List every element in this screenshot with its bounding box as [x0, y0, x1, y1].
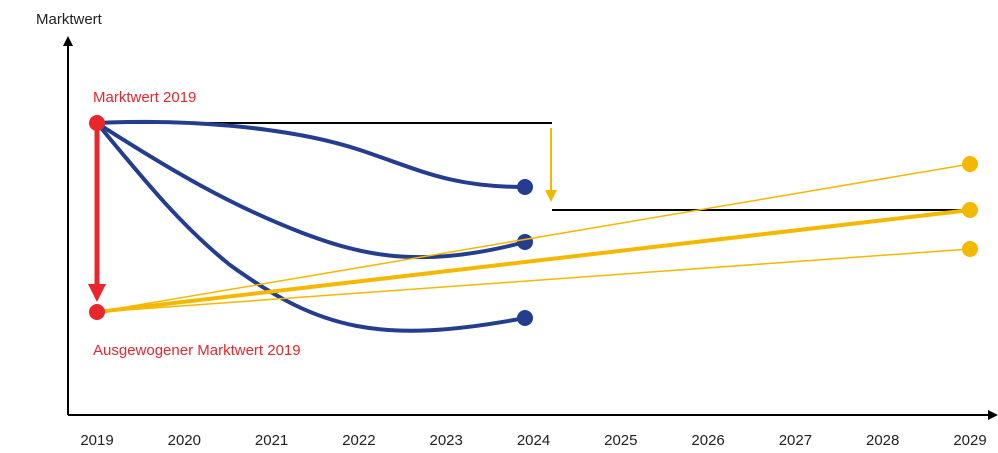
dot: [517, 234, 533, 250]
x-tick-label: 2025: [604, 432, 637, 449]
curve: [95, 121, 526, 260]
x-tick-label: 2029: [953, 432, 986, 449]
x-tick-label: 2020: [168, 432, 201, 449]
curve: [95, 121, 526, 333]
projection-line: [96, 208, 971, 314]
dot: [517, 179, 533, 195]
dot: [517, 310, 533, 326]
dot: [962, 241, 978, 257]
annotation: Ausgewogener Marktwert 2019: [93, 342, 301, 359]
dot: [89, 304, 105, 320]
x-tick-label: 2021: [255, 432, 288, 449]
annotation: Marktwert 2019: [93, 89, 196, 106]
x-tick-label: 2024: [517, 432, 550, 449]
x-tick-label: 2022: [342, 432, 375, 449]
x-axis-arrow: [988, 410, 998, 420]
dot: [962, 156, 978, 172]
x-tick-label: 2026: [691, 432, 724, 449]
x-tick-label: 2019: [80, 432, 113, 449]
red-arrow-head: [88, 284, 106, 302]
y-axis-label: Marktwert: [36, 11, 103, 28]
dot: [89, 115, 105, 131]
x-tick-label: 2023: [430, 432, 463, 449]
x-tick-label: 2028: [866, 432, 899, 449]
drop-arrow-head: [545, 190, 557, 202]
projection-line: [96, 248, 971, 313]
dot: [962, 202, 978, 218]
projection-line: [96, 163, 971, 313]
y-axis-arrow: [63, 36, 73, 46]
x-tick-label: 2027: [779, 432, 812, 449]
curve: [96, 119, 526, 189]
